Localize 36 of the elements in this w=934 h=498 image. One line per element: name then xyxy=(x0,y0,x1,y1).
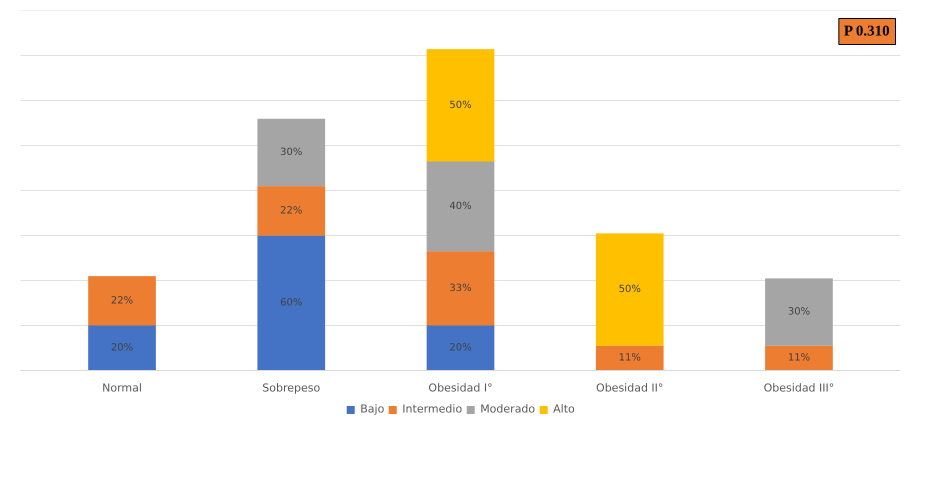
bar xyxy=(257,118,326,186)
bar xyxy=(765,278,833,346)
data-label: 50% xyxy=(449,100,472,111)
data-label: 22% xyxy=(110,295,134,306)
x-tick-label: Obesidad II° xyxy=(596,382,664,394)
x-tick-label: Obesidad III° xyxy=(764,382,834,394)
x-tick-label: Obesidad I° xyxy=(428,382,493,394)
bar xyxy=(257,236,326,370)
data-label: 60% xyxy=(280,298,302,309)
data-label: 40% xyxy=(449,200,472,212)
bar xyxy=(88,326,156,370)
bar xyxy=(426,251,494,326)
bar xyxy=(257,186,326,236)
legend-label: Bajo xyxy=(360,402,384,416)
data-label: 22% xyxy=(280,205,302,216)
legend-label: Moderado xyxy=(480,402,536,416)
legend-label: Alto xyxy=(553,402,575,416)
bar xyxy=(426,49,494,162)
data-label: 11% xyxy=(788,352,810,364)
legend-label: Intermedio xyxy=(402,402,462,416)
data-label: 11% xyxy=(618,352,641,364)
bar xyxy=(426,326,494,370)
bar xyxy=(426,161,494,252)
x-tick-label: Sobrepeso xyxy=(262,382,321,394)
data-label: 30% xyxy=(788,306,810,318)
x-tick-label: Normal xyxy=(102,382,142,394)
bar xyxy=(596,233,664,346)
data-label: 30% xyxy=(280,146,302,158)
bar xyxy=(596,346,664,370)
data-label: 20% xyxy=(449,342,472,354)
data-label: 33% xyxy=(449,282,472,294)
data-label: 50% xyxy=(618,284,641,296)
bar xyxy=(765,346,833,370)
bar xyxy=(88,276,156,326)
data-label: 20% xyxy=(110,342,134,354)
text: P 0.310 xyxy=(844,24,890,40)
